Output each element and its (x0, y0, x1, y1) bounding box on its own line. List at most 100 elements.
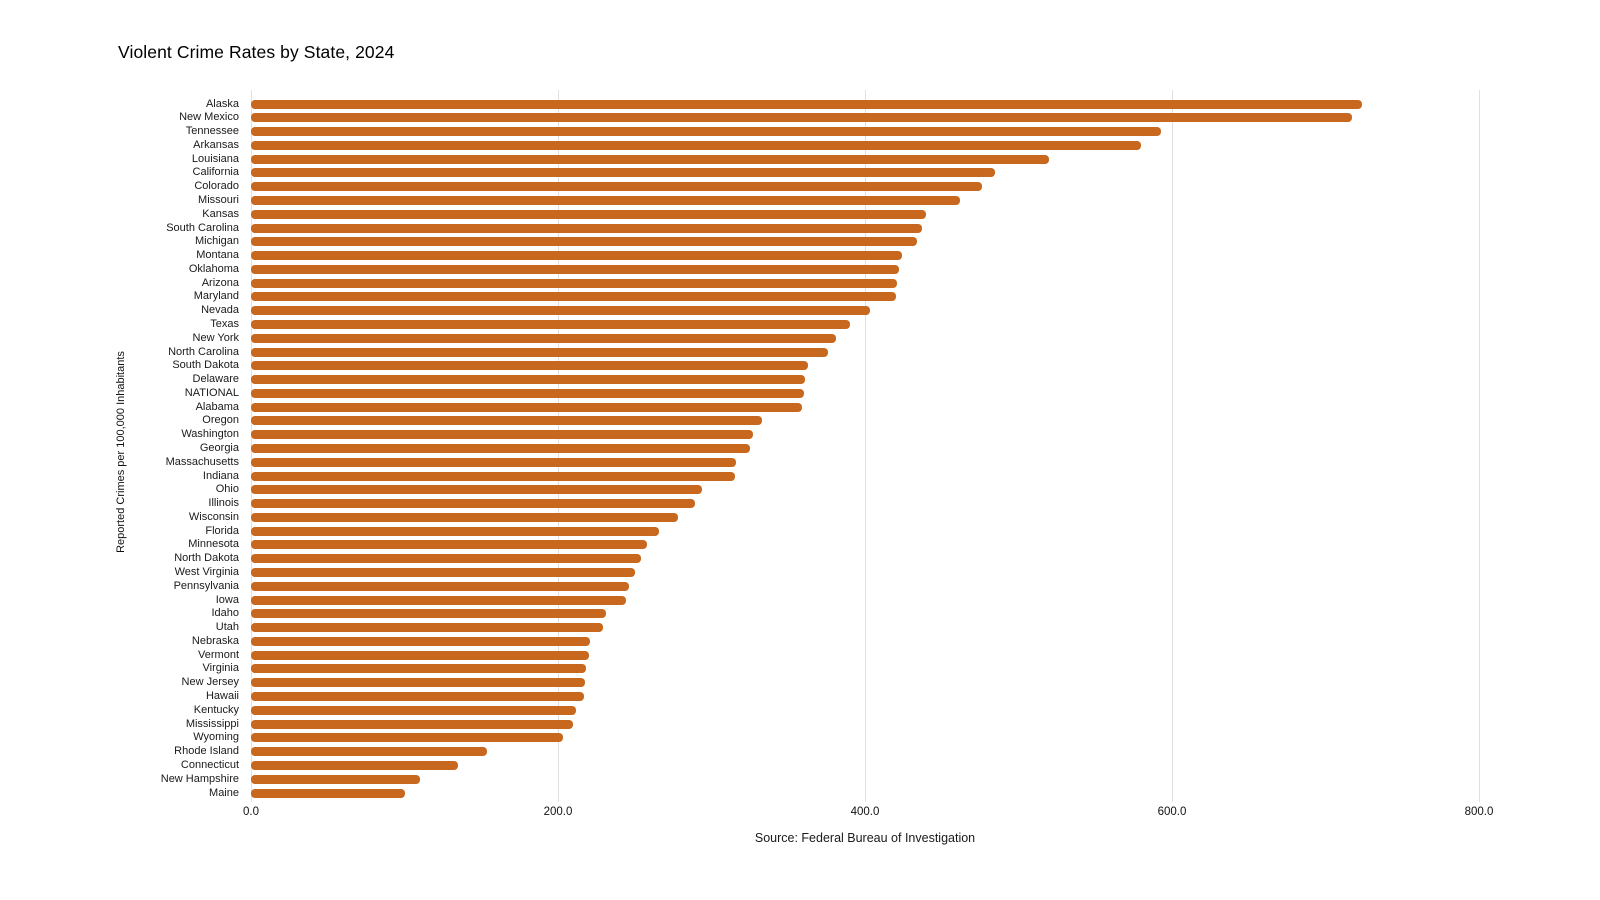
category-label: Nevada (201, 304, 239, 317)
bar-illinois (251, 499, 695, 509)
bar-nevada (251, 306, 870, 316)
category-label: Delaware (192, 373, 239, 386)
bar-vermont (251, 650, 589, 660)
category-label: Alaska (205, 97, 239, 110)
source-caption: Source: Federal Bureau of Investigation (754, 831, 976, 845)
category-label: Wyoming (193, 731, 239, 744)
category-label: Connecticut (180, 758, 239, 771)
bar-arizona (251, 278, 898, 288)
category-label: New Mexico (179, 111, 239, 124)
bar-south-carolina (251, 223, 922, 233)
category-label: Indiana (202, 469, 239, 482)
category-label: Nebraska (191, 634, 239, 647)
bar-new-hampshire (251, 774, 420, 784)
x-tick-label: 600.0 (1157, 806, 1187, 818)
bar-tennessee (251, 127, 1162, 137)
category-label: North Carolina (168, 345, 239, 358)
category-label: Massachusetts (165, 455, 239, 468)
bar-utah (251, 623, 603, 633)
bar-michigan (251, 237, 918, 247)
bar-rhode-island (251, 747, 488, 757)
category-label: Rhode Island (174, 745, 239, 758)
bar-iowa (251, 595, 626, 605)
bar-delaware (251, 375, 806, 385)
bar-hawaii (251, 692, 585, 702)
bar-virginia (251, 664, 586, 674)
bar-idaho (251, 609, 606, 619)
bar-texas (251, 319, 850, 329)
bar-indiana (251, 471, 735, 481)
bar-florida (251, 526, 660, 536)
bar-wisconsin (251, 512, 678, 522)
category-label: West Virginia (174, 566, 239, 579)
bar-oregon (251, 416, 763, 426)
gridline (1172, 90, 1173, 802)
gridline (1479, 90, 1480, 802)
category-label: New Jersey (181, 676, 239, 689)
bar-alabama (251, 402, 803, 412)
category-label: Florida (205, 524, 239, 537)
bar-alaska (251, 99, 1363, 109)
category-label: Kansas (202, 207, 239, 220)
category-label: Missouri (198, 193, 239, 206)
bar-mississippi (251, 719, 574, 729)
category-label: Mississippi (185, 717, 239, 730)
bar-ohio (251, 485, 703, 495)
bar-colorado (251, 182, 982, 192)
bar-arkansas (251, 140, 1142, 150)
bar-massachusetts (251, 457, 737, 467)
category-label: Tennessee (185, 125, 239, 138)
category-label: South Carolina (166, 221, 239, 234)
bar-montana (251, 251, 902, 261)
bar-south-dakota (251, 361, 809, 371)
bar-oklahoma (251, 264, 899, 274)
y-axis-title: Reported Crimes per 100,000 Inhabitants (115, 351, 127, 553)
category-label: Utah (215, 621, 239, 634)
category-label: Minnesota (188, 538, 239, 551)
category-label: Oklahoma (188, 262, 239, 275)
category-label: New York (192, 331, 239, 344)
bar-kansas (251, 209, 927, 219)
x-tick-label: 0.0 (243, 806, 259, 818)
category-label: New Hampshire (160, 772, 239, 785)
bar-new-jersey (251, 678, 585, 688)
bar-louisiana (251, 154, 1050, 164)
category-label: North Dakota (174, 552, 239, 565)
category-label: Washington (181, 428, 239, 441)
category-label: Maryland (193, 290, 239, 303)
bar-maine (251, 788, 405, 798)
category-label: Idaho (211, 607, 239, 620)
category-label: Texas (210, 317, 239, 330)
bar-national (251, 388, 804, 398)
bar-connecticut (251, 760, 459, 770)
category-label: Louisiana (191, 152, 239, 165)
bar-new-mexico (251, 113, 1352, 123)
bar-north-dakota (251, 554, 641, 564)
category-label: Pennsylvania (173, 579, 239, 592)
x-tick-label: 400.0 (850, 806, 880, 818)
bar-georgia (251, 444, 750, 453)
category-label: NATIONAL (184, 386, 239, 399)
category-label: Illinois (208, 497, 239, 510)
category-label: Hawaii (205, 690, 239, 703)
bar-north-carolina (251, 347, 829, 357)
category-label: Alabama (195, 400, 239, 413)
gridline (865, 90, 866, 802)
bar-missouri (251, 195, 961, 205)
bar-new-york (251, 333, 836, 343)
bar-nebraska (251, 636, 591, 646)
category-label: South Dakota (172, 359, 239, 372)
category-label: Kentucky (193, 703, 239, 716)
bar-minnesota (251, 540, 648, 550)
category-label: Arizona (201, 276, 239, 289)
category-label: Iowa (215, 593, 239, 606)
x-tick-label: 800.0 (1464, 806, 1494, 818)
x-tick-label: 200.0 (543, 806, 573, 818)
category-label: Ohio (215, 483, 239, 496)
bar-maryland (251, 292, 896, 302)
bar-pennsylvania (251, 581, 629, 591)
category-label: Colorado (194, 180, 239, 193)
category-label: Oregon (202, 414, 239, 427)
bar-california (251, 168, 996, 178)
